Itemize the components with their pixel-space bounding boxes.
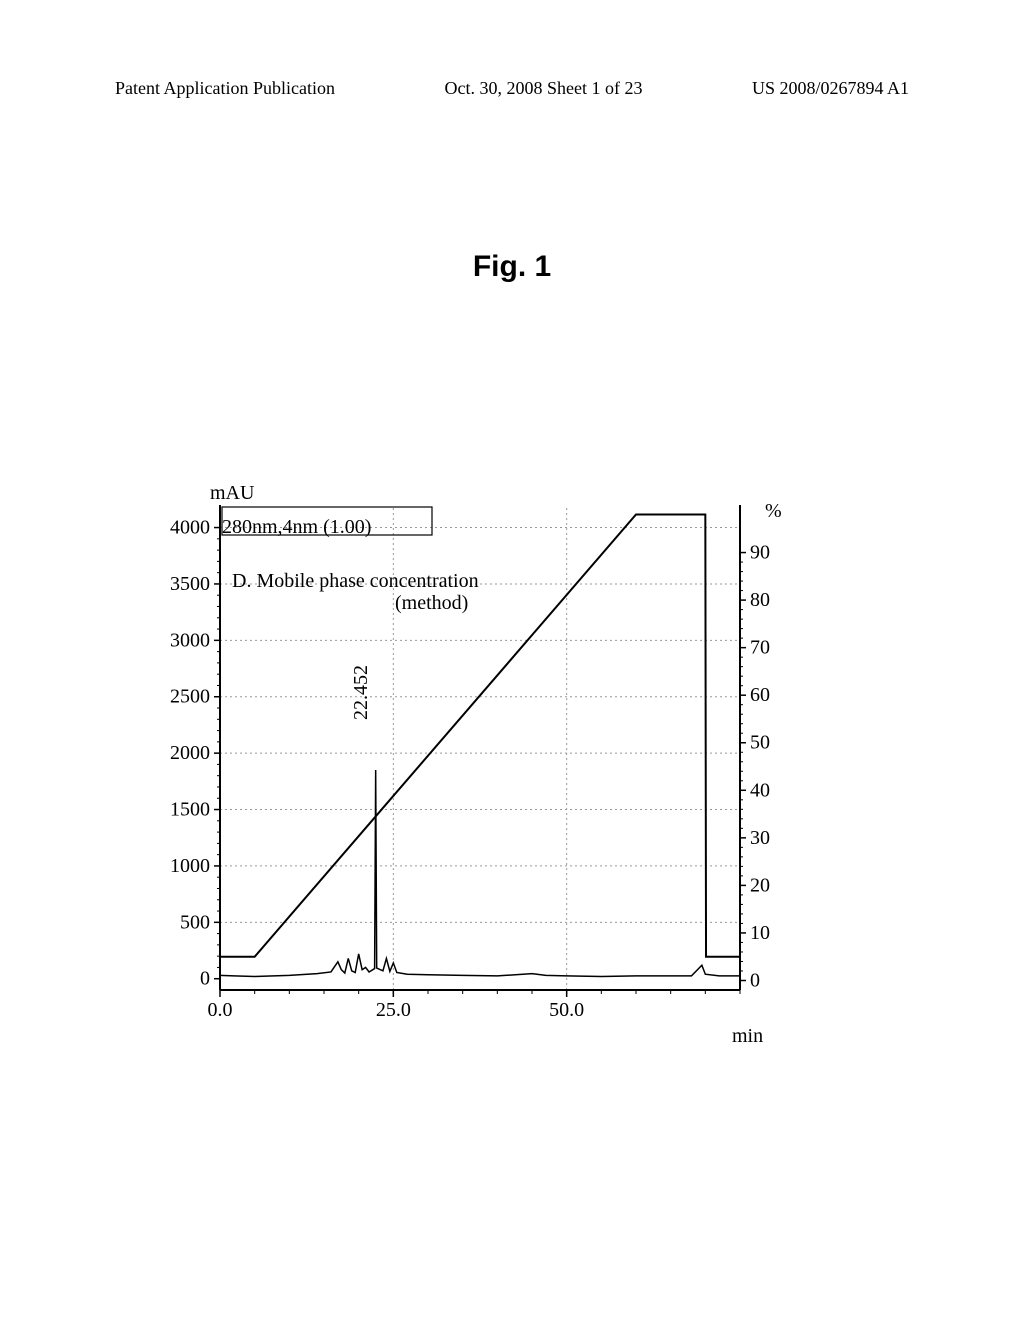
svg-text:2000: 2000 xyxy=(170,742,210,764)
chart-svg: 0 500 1000 1500 2000 2500 3000 3500 4000 0 10 20 30 4… xyxy=(170,470,790,1030)
svg-text:0.0: 0.0 xyxy=(208,999,233,1021)
svg-text:10: 10 xyxy=(750,922,770,944)
svg-text:1500: 1500 xyxy=(170,799,210,821)
svg-text:80: 80 xyxy=(750,589,770,611)
detector-annotation: 280nm,4nm (1.00) xyxy=(222,516,371,539)
svg-text:70: 70 xyxy=(750,637,770,659)
figure-title: Fig. 1 xyxy=(0,250,1024,284)
left-y-axis-label: mAU xyxy=(210,482,254,505)
peak-rt-label: 22.452 xyxy=(350,665,373,720)
gradient-annotation-line1: D. Mobile phase concentration xyxy=(232,570,479,593)
gradient-annotation-line2: (method) xyxy=(395,592,468,615)
svg-text:90: 90 xyxy=(750,542,770,564)
page-header: Patent Application Publication Oct. 30, … xyxy=(0,78,1024,99)
chromatogram-chart: 0 500 1000 1500 2000 2500 3000 3500 4000 0 10 20 30 4… xyxy=(170,470,790,1030)
svg-text:500: 500 xyxy=(180,911,210,933)
svg-text:0: 0 xyxy=(750,969,760,991)
svg-text:60: 60 xyxy=(750,684,770,706)
svg-text:2500: 2500 xyxy=(170,686,210,708)
svg-text:1000: 1000 xyxy=(170,855,210,877)
svg-text:30: 30 xyxy=(750,827,770,849)
header-left: Patent Application Publication xyxy=(115,78,335,99)
svg-text:50: 50 xyxy=(750,732,770,754)
svg-text:0: 0 xyxy=(200,968,210,990)
svg-text:20: 20 xyxy=(750,874,770,896)
x-axis-label: min xyxy=(732,1025,763,1048)
svg-text:40: 40 xyxy=(750,779,770,801)
svg-text:25.0: 25.0 xyxy=(376,999,411,1021)
header-right: US 2008/0267894 A1 xyxy=(752,78,909,99)
right-y-axis-label: % xyxy=(765,500,782,523)
svg-text:3000: 3000 xyxy=(170,629,210,651)
svg-text:3500: 3500 xyxy=(170,573,210,595)
svg-text:50.0: 50.0 xyxy=(549,999,584,1021)
header-center: Oct. 30, 2008 Sheet 1 of 23 xyxy=(444,78,642,99)
svg-text:4000: 4000 xyxy=(170,517,210,539)
